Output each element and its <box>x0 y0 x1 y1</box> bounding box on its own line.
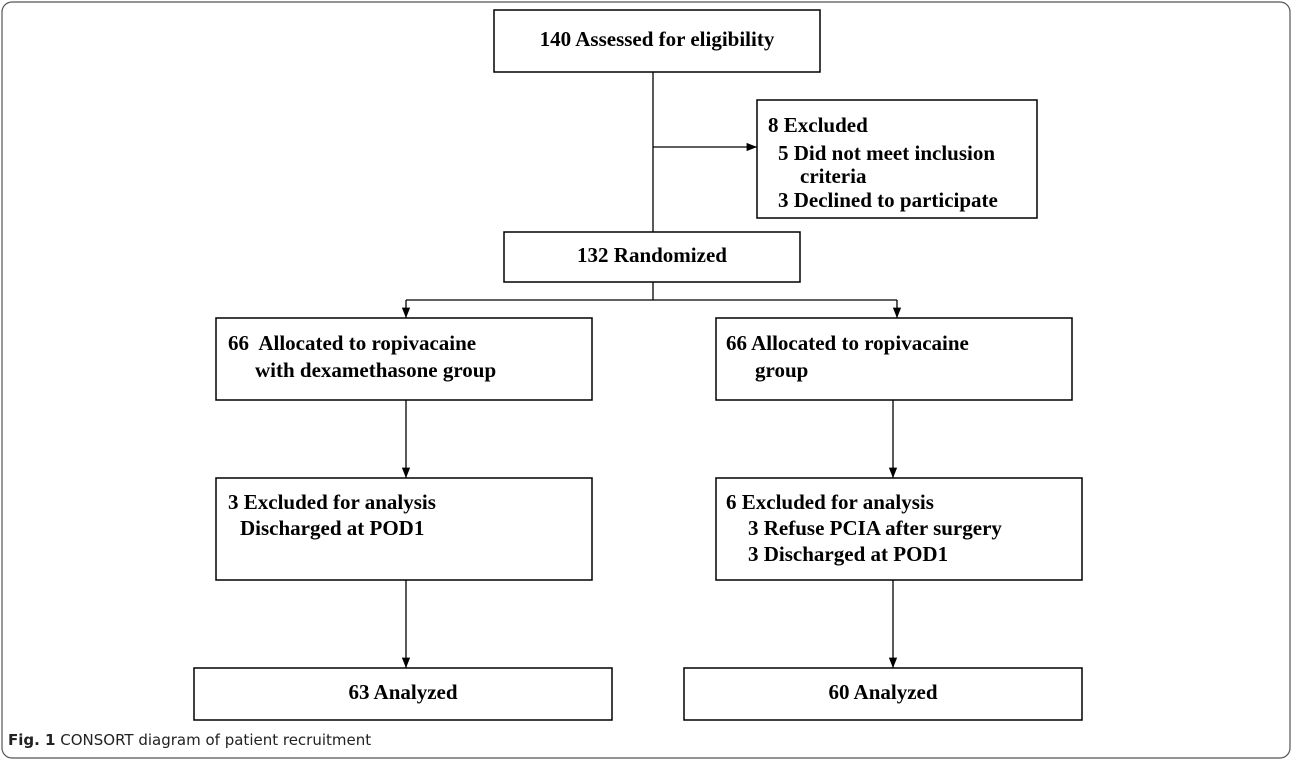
box-excluded: 8 Excluded 5 Did not meet inclusion crit… <box>756 99 1038 219</box>
node-text: 132 Randomized <box>577 243 727 267</box>
node-text: 63 Analyzed <box>348 680 457 704</box>
box-analyzed-ropi: 60 Analyzed <box>683 667 1083 721</box>
node-text: 3 Excluded for analysis <box>228 490 436 514</box>
caption-label: Fig. 1 <box>8 731 55 749</box>
node-text: 66 Allocated to ropivacaine <box>228 331 476 355</box>
caption-text: CONSORT diagram of patient recruitment <box>60 731 371 749</box>
connectors <box>401 72 902 668</box>
box-assessed: 140 Assessed for eligibility <box>493 9 821 73</box>
box-excluded-ropi: 6 Excluded for analysis 3 Refuse PCIA af… <box>715 477 1083 581</box>
box-allocated-dex: 66 Allocated to ropivacaine with dexamet… <box>215 317 593 401</box>
node-text: 60 Analyzed <box>828 680 937 704</box>
caption: Fig. 1 CONSORT diagram of patient recrui… <box>8 731 371 749</box>
node-text: 8 Excluded <box>768 113 868 137</box>
node-text: criteria <box>800 164 867 188</box>
node-text: 66 Allocated to ropivacaine <box>726 331 969 355</box>
box-excluded-dex: 3 Excluded for analysis Discharged at PO… <box>215 477 593 581</box>
box-randomized: 132 Randomized <box>503 231 801 283</box>
node-text: Discharged at POD1 <box>240 516 424 540</box>
node-text: 5 Did not meet inclusion <box>778 141 995 165</box>
node-text: 3 Discharged at POD1 <box>748 542 948 566</box>
node-text: 3 Declined to participate <box>778 188 998 212</box>
node-text: 140 Assessed for eligibility <box>540 27 775 51</box>
box-allocated-ropi: 66 Allocated to ropivacaine group <box>715 317 1073 401</box>
node-text: 3 Refuse PCIA after surgery <box>748 516 1002 540</box>
node-text: 6 Excluded for analysis <box>726 490 934 514</box>
node-text: with dexamethasone group <box>255 358 496 382</box>
box-analyzed-dex: 63 Analyzed <box>193 667 613 721</box>
node-text: group <box>755 358 808 382</box>
